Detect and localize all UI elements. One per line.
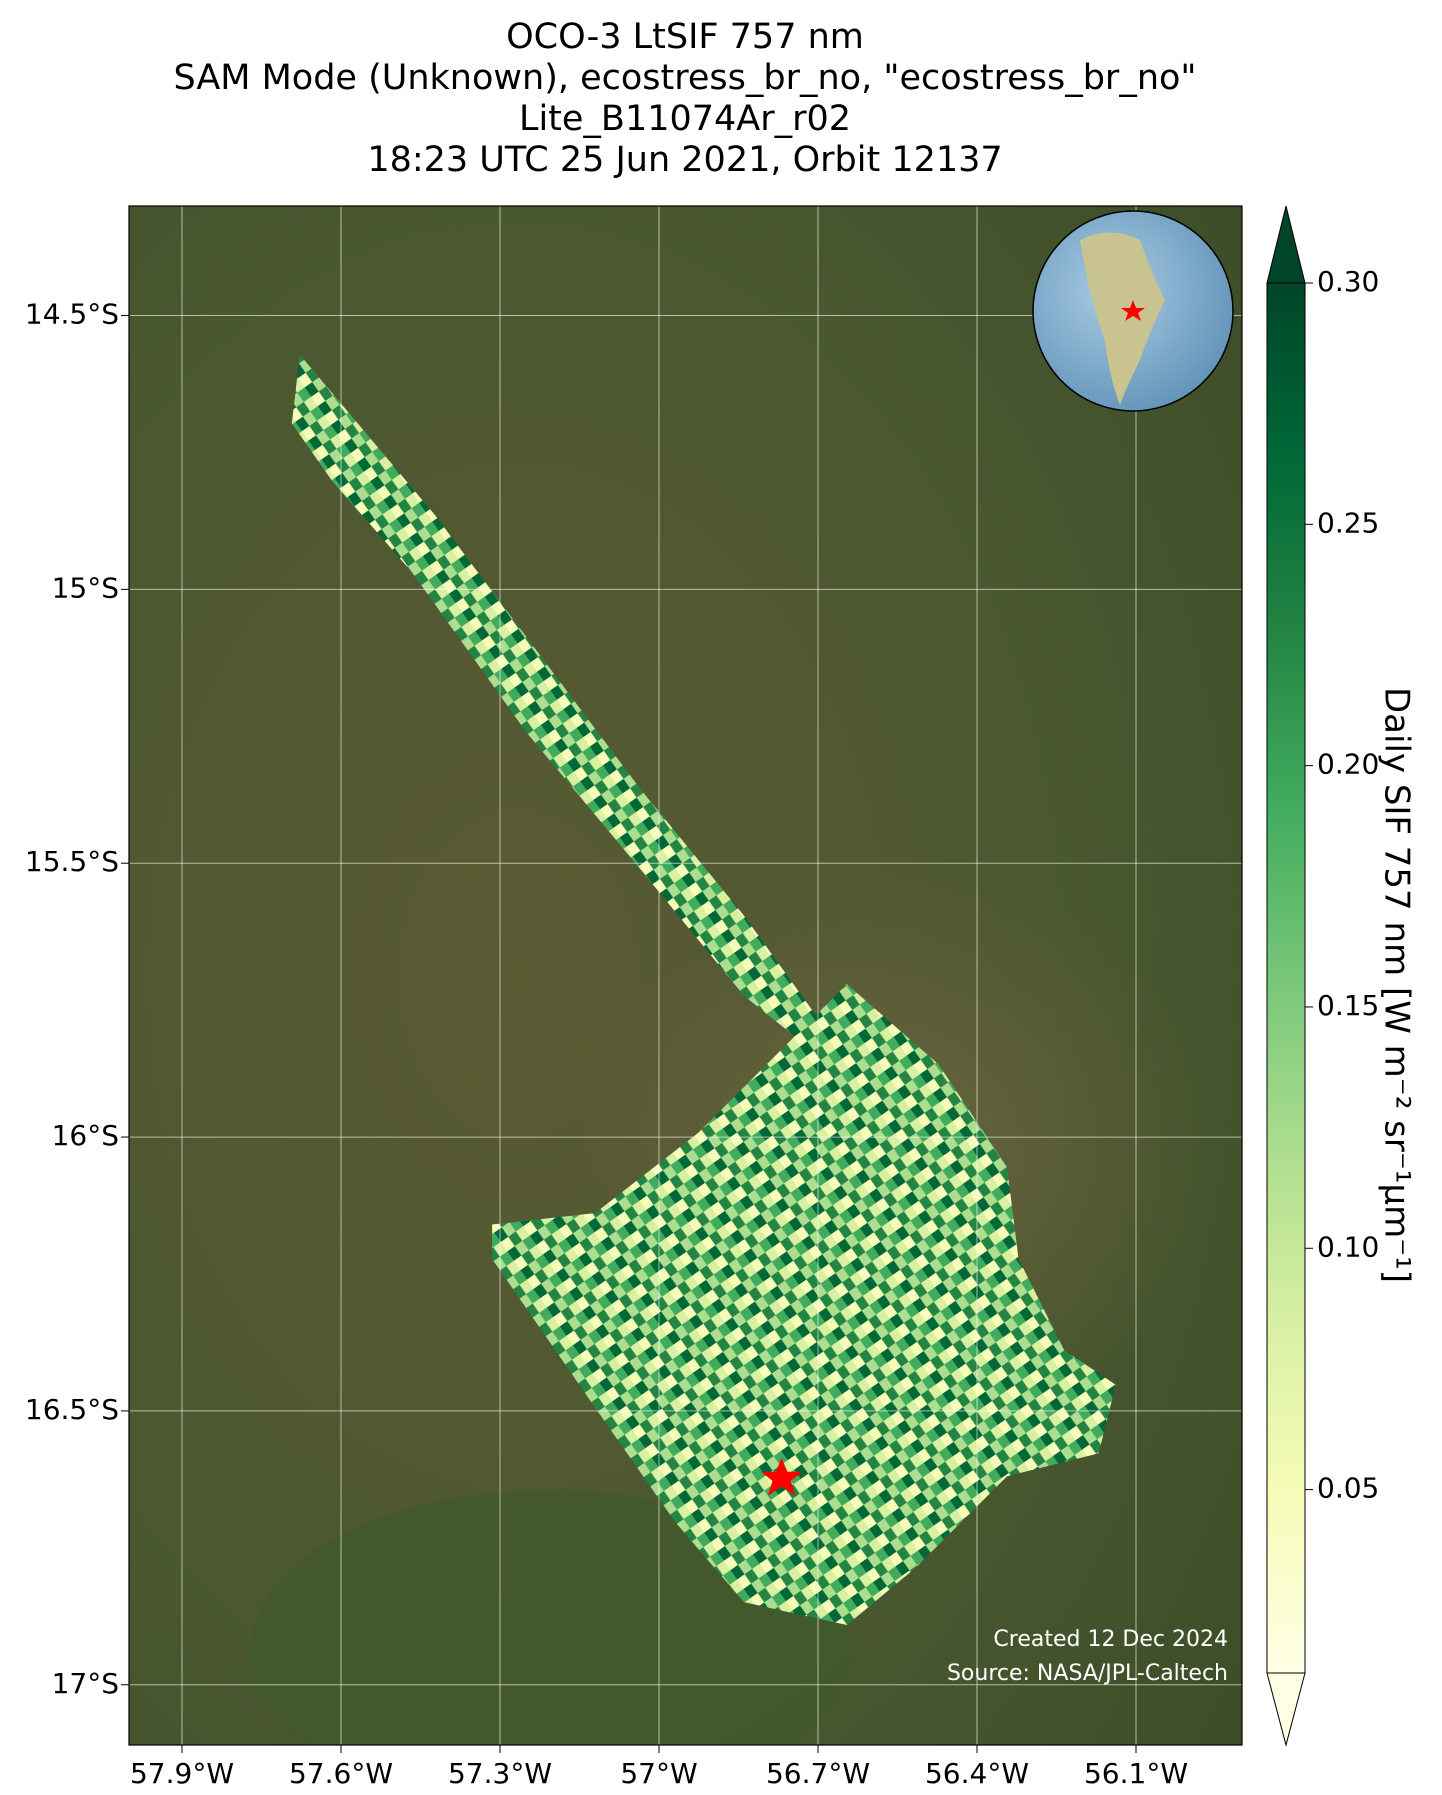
x-tick-label: 56.4°W xyxy=(925,1757,1029,1790)
y-tick-label: 16.5°S xyxy=(25,1393,119,1426)
x-tick-label: 56.7°W xyxy=(766,1757,870,1790)
colorbar: 0.05 0.10 0.15 0.20 0.25 0.30 Daily SIF 757 nm… xyxy=(1266,205,1417,1747)
colorbar-tick-label: 0.20 xyxy=(1317,748,1379,781)
inset-globe xyxy=(1032,210,1234,412)
y-tick-label: 17°S xyxy=(52,1667,119,1700)
colorbar-extend-max xyxy=(1266,205,1306,284)
chart-title: Lite_B11074Ar_r02 xyxy=(519,99,851,139)
y-tick-label: 15.5°S xyxy=(25,845,119,878)
colorbar-frame xyxy=(1266,282,1306,1674)
y-tick-label: 16°S xyxy=(52,1119,119,1152)
continent xyxy=(1080,232,1165,405)
globe-star xyxy=(1121,300,1145,321)
colorbar-extend-min xyxy=(1266,1672,1306,1747)
y-tick-label: 14.5°S xyxy=(25,298,119,331)
plot-frame xyxy=(128,205,1243,1746)
basemap-region xyxy=(250,1490,850,1745)
colorbar-tick-label: 0.25 xyxy=(1317,506,1379,539)
colorbar-tick-label: 0.30 xyxy=(1317,265,1379,298)
x-tick-label: 57.6°W xyxy=(289,1757,393,1790)
credit: Created 12 Dec 2024 xyxy=(993,1627,1228,1652)
swath-target xyxy=(492,984,1116,1626)
y-tick-label: 15°S xyxy=(52,571,119,604)
colorbar-label: Daily SIF 757 nm [W m⁻² sr⁻¹μm⁻¹] xyxy=(1377,687,1417,1283)
credit: Source: NASA/JPL-Caltech xyxy=(947,1661,1228,1686)
swath-narrow xyxy=(291,354,819,1042)
target-star xyxy=(761,1457,803,1496)
x-tick-label: 57.9°W xyxy=(130,1757,234,1790)
chart-title: OCO-3 LtSIF 757 nm xyxy=(506,17,864,57)
map-area xyxy=(129,206,1242,1745)
x-tick-label: 56.1°W xyxy=(1084,1757,1188,1790)
colorbar-tick-label: 0.05 xyxy=(1317,1472,1379,1505)
sif-swath xyxy=(291,354,1116,1626)
colorbar-tick-label: 0.15 xyxy=(1317,989,1379,1022)
chart-title: SAM Mode (Unknown), ecostress_br_no, "ec… xyxy=(173,58,1196,98)
axes: 57.9°W 57.6°W 57.3°W 57°W 56.7°W 56.4°W 56.1°W… xyxy=(25,298,1188,1790)
colorbar-tick-label: 0.10 xyxy=(1317,1230,1379,1263)
chart-title: 18:23 UTC 25 Jun 2021, Orbit 12137 xyxy=(367,140,1002,180)
colorbar-body xyxy=(1267,283,1305,1673)
x-tick-label: 57°W xyxy=(620,1757,697,1790)
x-tick-label: 57.3°W xyxy=(448,1757,552,1790)
